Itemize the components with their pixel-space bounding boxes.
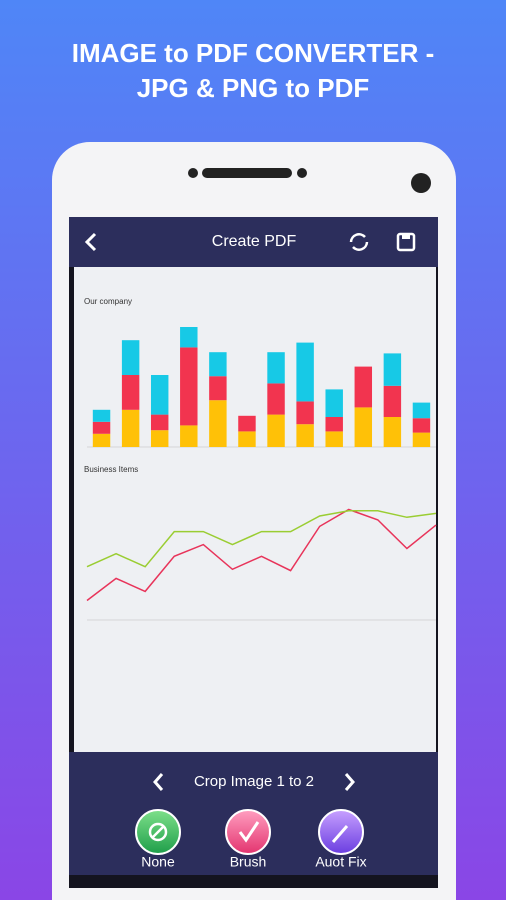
- bar-segment: [412, 418, 431, 433]
- bar-segment: [209, 376, 227, 401]
- speaker: [188, 168, 198, 178]
- bar-segment: [325, 417, 343, 432]
- camera: [411, 173, 431, 193]
- tool-label: Auot Fix: [315, 854, 366, 870]
- tool-none[interactable]: [135, 809, 181, 855]
- bar-segment: [325, 389, 343, 417]
- line-series: [86, 510, 437, 568]
- tool-brush[interactable]: [225, 809, 271, 855]
- speaker: [297, 168, 307, 178]
- bar-segment: [412, 432, 431, 447]
- bar-segment: [92, 433, 111, 447]
- document-photo: [74, 267, 436, 752]
- line-series: [86, 508, 437, 602]
- bar-segment: [121, 375, 140, 410]
- bar-segment: [180, 425, 198, 447]
- bar-segment: [296, 342, 314, 402]
- tool-autofix[interactable]: [318, 809, 364, 855]
- next-button[interactable]: [344, 773, 355, 791]
- bar-segment: [296, 424, 314, 447]
- bar-segment: [354, 407, 373, 447]
- bar-segment: [150, 430, 169, 447]
- document: Our company Business Items: [84, 297, 437, 621]
- app-bar: [69, 217, 438, 267]
- app-title: Create PDF: [212, 233, 297, 250]
- promo-title: JPG & PNG to PDF: [137, 73, 370, 103]
- bar-segment: [150, 375, 169, 415]
- bar-segment: [267, 414, 285, 447]
- bar-segment: [150, 414, 169, 431]
- bar-segment: [267, 383, 285, 415]
- bar-segment: [383, 417, 402, 447]
- back-button[interactable]: [84, 232, 97, 252]
- tool-label: Brush: [230, 854, 267, 870]
- bar-segment: [121, 340, 140, 375]
- save-button[interactable]: [396, 232, 416, 252]
- promo-title: IMAGE to PDF CONVERTER -: [72, 38, 435, 68]
- chart-title: Our company: [84, 297, 132, 306]
- bar-segment: [238, 431, 256, 447]
- bar-segment: [209, 352, 227, 377]
- chart-title: Business Items: [84, 465, 138, 474]
- rotate-button[interactable]: [349, 233, 369, 251]
- bar-segment: [209, 400, 227, 447]
- bar-segment: [180, 347, 198, 426]
- tool-label: None: [141, 854, 175, 870]
- bar-segment: [267, 352, 285, 384]
- bar-segment: [180, 327, 198, 348]
- bar-segment: [383, 353, 402, 386]
- bar-segment: [354, 366, 373, 408]
- bar-segment: [412, 402, 431, 419]
- bar-segment: [296, 401, 314, 425]
- bar-segment: [238, 415, 256, 432]
- bar-segment: [325, 431, 343, 447]
- bar-segment: [121, 409, 140, 447]
- crop-label: Crop Image 1 to 2: [194, 773, 314, 790]
- prev-button[interactable]: [153, 773, 164, 791]
- bar-segment: [383, 385, 402, 417]
- speaker: [202, 168, 292, 178]
- bar-segment: [92, 421, 111, 434]
- bar-segment: [92, 409, 111, 422]
